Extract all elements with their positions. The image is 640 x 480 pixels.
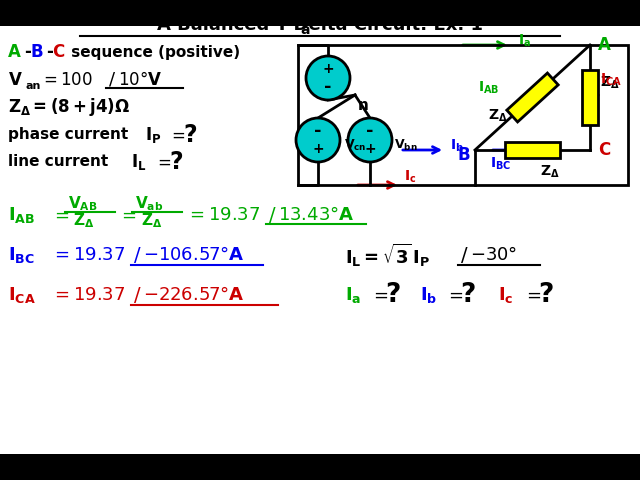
Text: $= 19.37$: $= 19.37$: [51, 246, 125, 264]
Text: $=$: $=$: [154, 153, 172, 171]
Text: $\mathbf{I_L = \sqrt{3}\, I_P}$: $\mathbf{I_L = \sqrt{3}\, I_P}$: [345, 241, 431, 268]
Text: $\mathbf{?}$: $\mathbf{?}$: [460, 282, 476, 308]
Text: $\mathbf{V_{bn}}$: $\mathbf{V_{bn}}$: [394, 137, 418, 153]
Text: $\mathbf{?}$: $\mathbf{?}$: [385, 282, 401, 308]
Text: $\mathbf{I_c}$: $\mathbf{I_c}$: [498, 285, 513, 305]
Text: $\mathbf{Z_\Delta}$: $\mathbf{Z_\Delta}$: [73, 212, 94, 230]
Text: $\mathbf{I_{BC}}$: $\mathbf{I_{BC}}$: [8, 245, 35, 265]
Text: $\mathbf{I_P}$: $\mathbf{I_P}$: [145, 125, 161, 145]
Text: $=$: $=$: [523, 286, 541, 304]
Bar: [507, 73, 558, 122]
Text: C: C: [598, 141, 611, 159]
Text: $\mathbf{V_{ab}}$: $\mathbf{V_{ab}}$: [135, 195, 163, 213]
Bar: [582, 70, 598, 125]
Text: A Balanced Y-Delta Circuit: Ex. 1: A Balanced Y-Delta Circuit: Ex. 1: [157, 16, 483, 34]
Text: $\mathbf{I_b}$: $\mathbf{I_b}$: [420, 285, 437, 305]
Text: B: B: [458, 146, 470, 164]
Text: $/$: $/$: [133, 285, 141, 305]
Text: $13.43°\mathbf{A}$: $13.43°\mathbf{A}$: [278, 206, 355, 224]
Text: $= 19.37$: $= 19.37$: [51, 286, 125, 304]
Text: phase current: phase current: [8, 128, 139, 143]
Text: -: -: [46, 43, 53, 61]
Text: $/$: $/$: [108, 71, 116, 89]
Text: a: a: [300, 23, 310, 37]
Text: $\mathbf{I_{CA}}$: $\mathbf{I_{CA}}$: [600, 72, 622, 88]
Text: $10°\mathbf{V}$: $10°\mathbf{V}$: [118, 71, 163, 89]
Text: $= 19.37$: $= 19.37$: [186, 206, 260, 224]
Text: B: B: [30, 43, 43, 61]
Text: $\mathbf{I_b}$: $\mathbf{I_b}$: [450, 138, 464, 154]
Text: $\mathbf{I_{AB}}$: $\mathbf{I_{AB}}$: [477, 79, 499, 96]
Text: +: +: [312, 142, 324, 156]
Text: $=$: $=$: [168, 126, 186, 144]
Text: $\mathbf{Z_\Delta}$: $\mathbf{Z_\Delta}$: [488, 108, 508, 124]
Text: sequence (positive): sequence (positive): [66, 45, 240, 60]
Text: $=$: $=$: [51, 206, 70, 224]
Text: $\mathbf{?}$: $\mathbf{?}$: [183, 123, 197, 147]
Text: $\mathbf{V_{AB}}$: $\mathbf{V_{AB}}$: [68, 195, 97, 213]
Text: $/$: $/$: [460, 245, 468, 265]
Text: -: -: [324, 78, 332, 96]
Text: $= 100$: $= 100$: [40, 71, 93, 89]
Text: +: +: [322, 62, 334, 76]
Text: -: -: [366, 122, 374, 140]
Text: $\mathbf{I_a}$: $\mathbf{I_a}$: [518, 33, 531, 49]
Text: $-106.57°\mathbf{A}$: $-106.57°\mathbf{A}$: [143, 246, 244, 264]
Text: -: -: [24, 43, 31, 61]
Text: $\mathbf{I_a}$: $\mathbf{I_a}$: [345, 285, 362, 305]
Circle shape: [296, 118, 340, 162]
Text: +: +: [364, 142, 376, 156]
Circle shape: [306, 56, 350, 100]
Text: $\mathbf{I_{CA}}$: $\mathbf{I_{CA}}$: [8, 285, 36, 305]
Text: $\mathbf{Z_\Delta}$: $\mathbf{Z_\Delta}$: [541, 164, 560, 180]
Text: $\mathbf{?}$: $\mathbf{?}$: [538, 282, 554, 308]
Text: $\mathbf{Z_\Delta = (8+j4)\Omega}$: $\mathbf{Z_\Delta = (8+j4)\Omega}$: [8, 96, 131, 118]
Text: $\mathbf{I_{AB}}$: $\mathbf{I_{AB}}$: [8, 205, 35, 225]
Text: an: an: [25, 81, 40, 91]
Circle shape: [348, 118, 392, 162]
Text: n: n: [358, 97, 369, 112]
Text: $\mathbf{I_c}$: $\mathbf{I_c}$: [404, 169, 417, 185]
Text: $-30°$: $-30°$: [470, 246, 517, 264]
Text: $\mathbf{?}$: $\mathbf{?}$: [169, 150, 183, 174]
Text: $\mathbf{I_L}$: $\mathbf{I_L}$: [131, 152, 147, 172]
Bar: [0, 26, 640, 454]
Bar: [298, 45, 628, 185]
Text: C: C: [52, 43, 64, 61]
Text: $-226.57°\mathbf{A}$: $-226.57°\mathbf{A}$: [143, 286, 244, 304]
Text: $/$: $/$: [133, 245, 141, 265]
Text: $\mathbf{Z_\Delta}$: $\mathbf{Z_\Delta}$: [600, 74, 620, 91]
Text: line current: line current: [8, 155, 119, 169]
Text: -: -: [314, 122, 322, 140]
Text: A: A: [8, 43, 21, 61]
Text: A: A: [598, 36, 611, 54]
Text: $\mathbf{V_{cn}}$: $\mathbf{V_{cn}}$: [344, 137, 367, 153]
Bar: [505, 142, 560, 158]
Text: $/$: $/$: [268, 205, 276, 225]
Text: $=$: $=$: [370, 286, 388, 304]
Text: $=$: $=$: [445, 286, 463, 304]
Text: $=$: $=$: [118, 206, 136, 224]
Text: $\mathbf{V}$: $\mathbf{V}$: [8, 71, 23, 89]
Text: $\mathbf{I_{BC}}$: $\mathbf{I_{BC}}$: [490, 156, 511, 172]
Text: $\mathbf{Z_\Delta}$: $\mathbf{Z_\Delta}$: [141, 212, 163, 230]
